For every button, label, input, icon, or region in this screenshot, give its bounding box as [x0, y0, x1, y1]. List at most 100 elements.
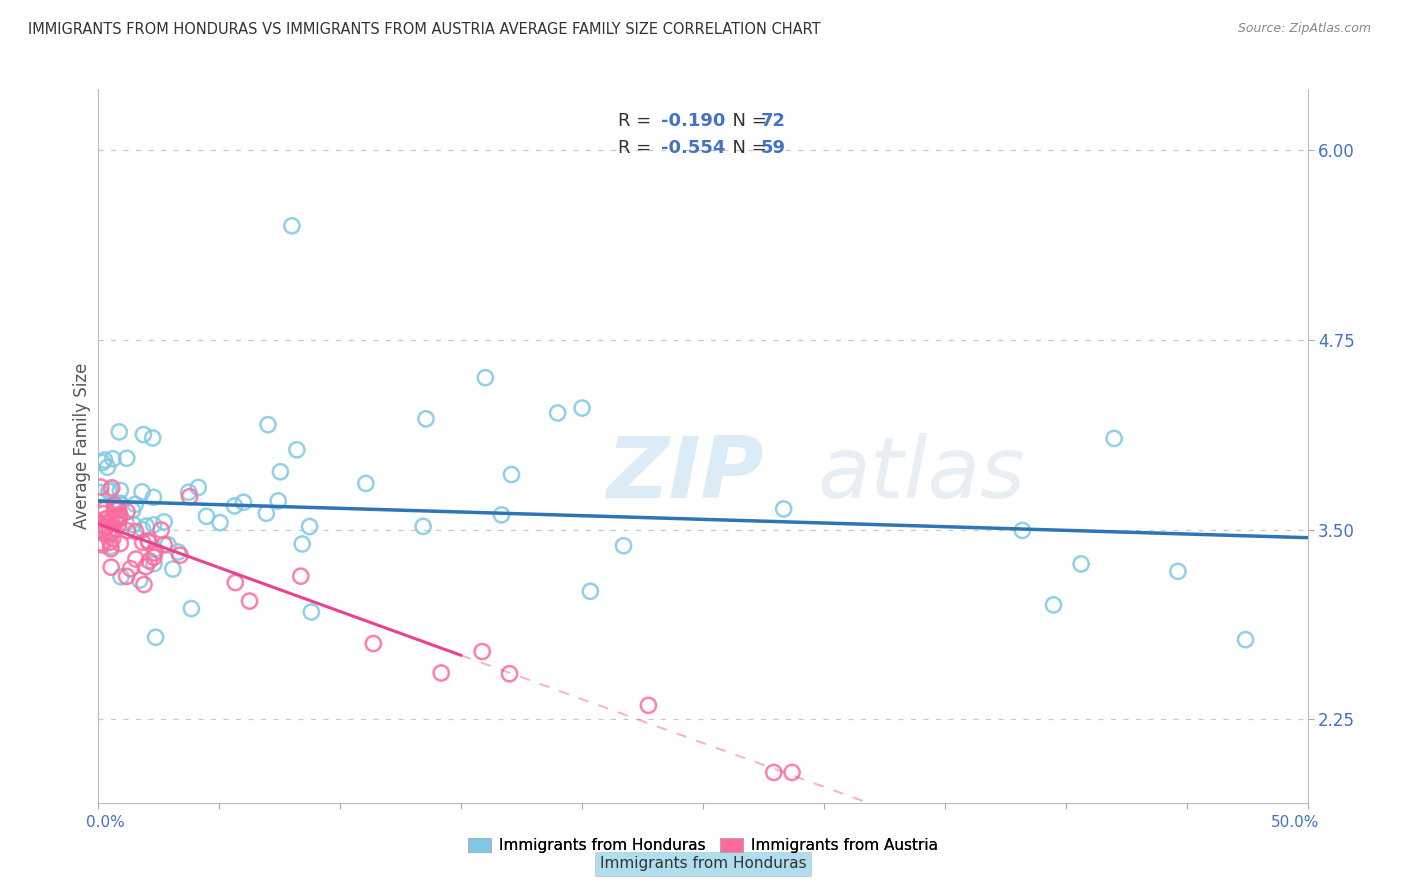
- Point: [501, 467, 523, 482]
- Point: [290, 569, 312, 583]
- Point: [115, 451, 138, 466]
- Point: [105, 510, 128, 524]
- Point: [121, 503, 143, 517]
- Point: [90, 524, 112, 539]
- Point: [110, 570, 132, 584]
- Point: [138, 554, 160, 568]
- Point: [101, 511, 124, 525]
- Point: [110, 496, 132, 510]
- Point: [1167, 565, 1189, 579]
- Point: [101, 532, 124, 546]
- Point: [571, 401, 593, 415]
- Point: [162, 562, 184, 576]
- Point: [780, 765, 803, 780]
- Point: [177, 485, 200, 500]
- Point: [98, 523, 121, 537]
- Point: [90, 536, 112, 550]
- Point: [281, 219, 304, 233]
- Point: [430, 665, 453, 680]
- Point: [612, 539, 634, 553]
- Point: [90, 480, 112, 494]
- Point: [1102, 431, 1125, 445]
- Point: [93, 507, 115, 521]
- Point: [108, 425, 131, 439]
- Point: [547, 406, 569, 420]
- Point: [143, 557, 166, 571]
- Point: [103, 498, 125, 512]
- Point: [415, 412, 437, 426]
- Point: [93, 453, 115, 467]
- Point: [98, 535, 121, 549]
- Point: [90, 523, 112, 537]
- Point: [108, 497, 131, 511]
- Text: 0.0%: 0.0%: [86, 815, 125, 830]
- Point: [232, 495, 254, 509]
- Point: [124, 497, 146, 511]
- Point: [157, 538, 180, 552]
- Point: [169, 548, 191, 562]
- Point: [104, 503, 127, 517]
- Point: [132, 577, 155, 591]
- Point: [100, 515, 122, 529]
- Point: [125, 552, 148, 566]
- Point: [107, 517, 129, 532]
- Point: [93, 526, 115, 541]
- Point: [1070, 557, 1092, 571]
- Point: [363, 636, 385, 650]
- Point: [285, 442, 308, 457]
- Point: [142, 517, 165, 532]
- Text: -0.190: -0.190: [661, 112, 725, 130]
- Point: [96, 460, 118, 475]
- Point: [267, 494, 290, 508]
- Point: [299, 605, 322, 619]
- Point: [96, 519, 118, 533]
- Point: [1042, 598, 1064, 612]
- Point: [132, 427, 155, 442]
- Point: [98, 524, 121, 539]
- Point: [180, 601, 202, 615]
- Point: [291, 537, 314, 551]
- Text: R =: R =: [619, 139, 658, 157]
- Point: [101, 451, 124, 466]
- Point: [772, 502, 794, 516]
- Text: 50.0%: 50.0%: [1271, 815, 1320, 830]
- Point: [100, 483, 122, 497]
- Point: [115, 516, 138, 530]
- Point: [1234, 632, 1257, 647]
- Point: [105, 500, 128, 515]
- Point: [110, 483, 132, 498]
- Point: [100, 540, 122, 554]
- Text: 72: 72: [761, 112, 786, 130]
- Point: [138, 535, 160, 549]
- Point: [90, 501, 112, 516]
- Y-axis label: Average Family Size: Average Family Size: [73, 363, 91, 529]
- Point: [471, 644, 494, 658]
- Point: [107, 502, 129, 516]
- Point: [100, 541, 122, 556]
- Point: [93, 513, 115, 527]
- Point: [110, 536, 132, 550]
- Point: [115, 505, 138, 519]
- Point: [474, 370, 496, 384]
- Text: R =: R =: [619, 112, 658, 130]
- Point: [101, 525, 124, 540]
- Point: [108, 512, 131, 526]
- Text: ZIP: ZIP: [606, 433, 763, 516]
- Point: [97, 510, 120, 524]
- Point: [143, 542, 166, 557]
- Point: [257, 417, 280, 432]
- Text: 59: 59: [761, 139, 786, 157]
- Point: [125, 524, 148, 539]
- Point: [128, 573, 150, 587]
- Text: N =: N =: [721, 139, 773, 157]
- Point: [91, 538, 114, 552]
- Point: [269, 465, 291, 479]
- Point: [254, 506, 277, 520]
- Point: [224, 575, 246, 590]
- Text: Immigrants from Honduras: Immigrants from Honduras: [600, 856, 806, 871]
- Point: [132, 523, 155, 537]
- Text: IMMIGRANTS FROM HONDURAS VS IMMIGRANTS FROM AUSTRIA AVERAGE FAMILY SIZE CORRELAT: IMMIGRANTS FROM HONDURAS VS IMMIGRANTS F…: [28, 22, 821, 37]
- Point: [145, 630, 167, 644]
- Point: [187, 480, 209, 494]
- Point: [91, 455, 114, 469]
